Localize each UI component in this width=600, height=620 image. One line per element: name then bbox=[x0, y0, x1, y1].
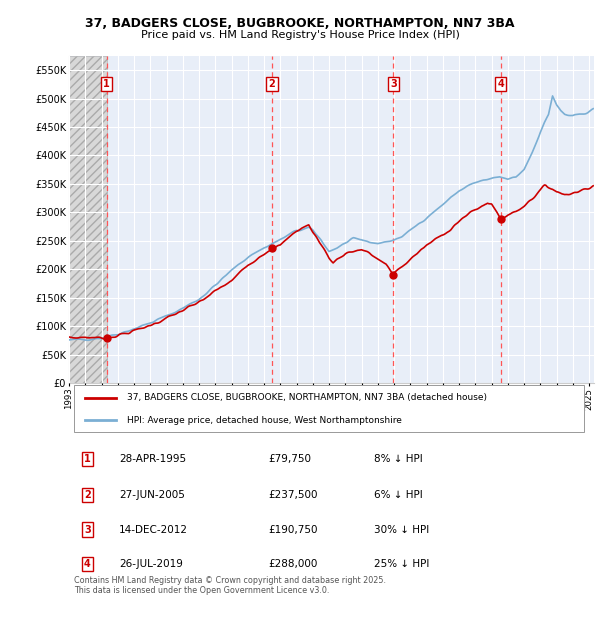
Text: 27-JUN-2005: 27-JUN-2005 bbox=[119, 490, 185, 500]
Text: 1: 1 bbox=[103, 79, 110, 89]
Text: 1: 1 bbox=[84, 454, 91, 464]
Text: Contains HM Land Registry data © Crown copyright and database right 2025.
This d: Contains HM Land Registry data © Crown c… bbox=[74, 575, 386, 595]
Text: 37, BADGERS CLOSE, BUGBROOKE, NORTHAMPTON, NN7 3BA: 37, BADGERS CLOSE, BUGBROOKE, NORTHAMPTO… bbox=[85, 17, 515, 30]
Text: 25% ↓ HPI: 25% ↓ HPI bbox=[373, 559, 429, 569]
Text: 26-JUL-2019: 26-JUL-2019 bbox=[119, 559, 183, 569]
Text: HPI: Average price, detached house, West Northamptonshire: HPI: Average price, detached house, West… bbox=[127, 415, 401, 425]
Text: Price paid vs. HM Land Registry's House Price Index (HPI): Price paid vs. HM Land Registry's House … bbox=[140, 30, 460, 40]
Text: 14-DEC-2012: 14-DEC-2012 bbox=[119, 525, 188, 534]
Text: 3: 3 bbox=[390, 79, 397, 89]
Bar bbox=[61, 56, 107, 383]
Text: 2: 2 bbox=[269, 79, 275, 89]
Text: £79,750: £79,750 bbox=[269, 454, 311, 464]
FancyBboxPatch shape bbox=[74, 386, 583, 433]
Text: 8% ↓ HPI: 8% ↓ HPI bbox=[373, 454, 422, 464]
Text: 3: 3 bbox=[84, 525, 91, 534]
Text: 4: 4 bbox=[497, 79, 504, 89]
Text: 30% ↓ HPI: 30% ↓ HPI bbox=[373, 525, 429, 534]
Text: £190,750: £190,750 bbox=[269, 525, 318, 534]
Text: £237,500: £237,500 bbox=[269, 490, 318, 500]
Text: 37, BADGERS CLOSE, BUGBROOKE, NORTHAMPTON, NN7 3BA (detached house): 37, BADGERS CLOSE, BUGBROOKE, NORTHAMPTO… bbox=[127, 393, 487, 402]
Text: 6% ↓ HPI: 6% ↓ HPI bbox=[373, 490, 422, 500]
Text: 2: 2 bbox=[84, 490, 91, 500]
Text: 4: 4 bbox=[84, 559, 91, 569]
Text: £288,000: £288,000 bbox=[269, 559, 318, 569]
Text: 28-APR-1995: 28-APR-1995 bbox=[119, 454, 186, 464]
